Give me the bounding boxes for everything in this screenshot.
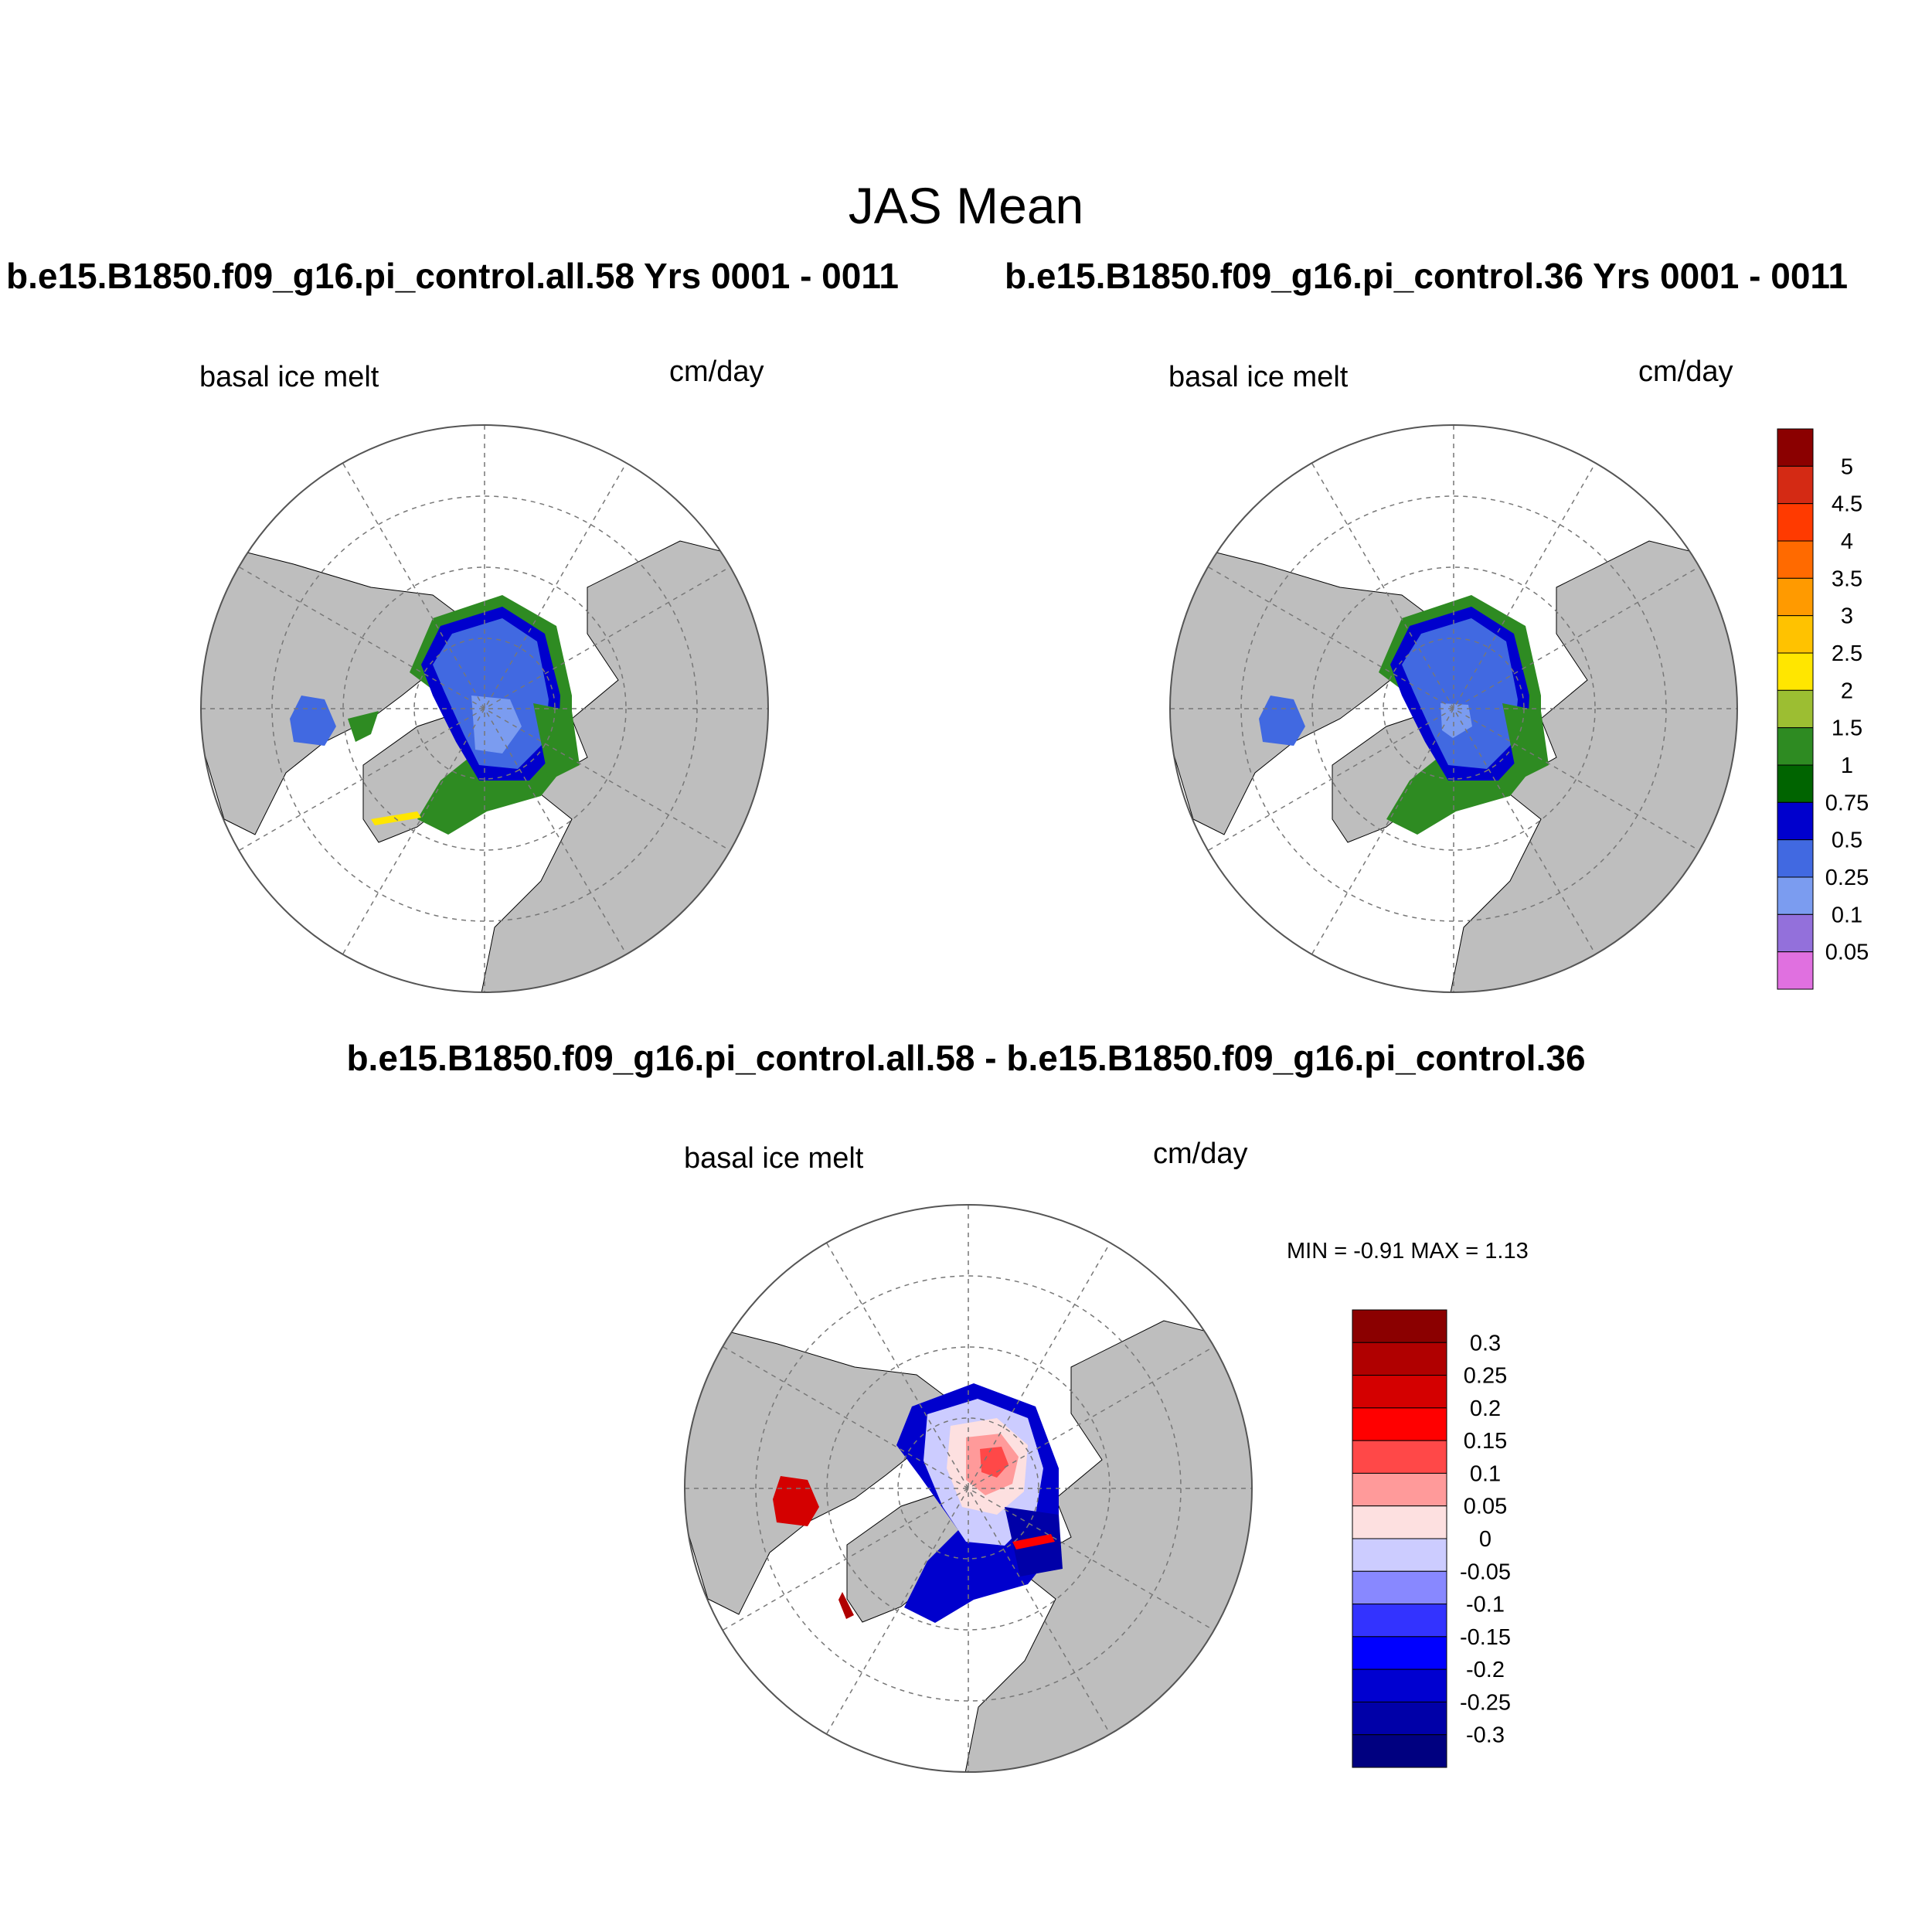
colorbar-diff-tick-label: -0.15: [1460, 1625, 1511, 1650]
colorbar-main-tick-label: 2: [1841, 679, 1853, 703]
min-max-readout: MIN = -0.91 MAX = 1.13: [1287, 1239, 1529, 1264]
colorbar-diff-tick-label: -0.3: [1466, 1723, 1505, 1748]
colorbar-diff-tick-label: -0.05: [1460, 1560, 1511, 1584]
graticule-2: [1170, 425, 1737, 992]
colorbar-main-swatch: [1777, 652, 1814, 691]
diff-red-streak: [1012, 1534, 1055, 1549]
colorbar-diff-tick-label: 0: [1479, 1527, 1492, 1552]
colorbar-diff-swatch: [1352, 1407, 1447, 1441]
panel-2-units-label: cm/day: [1638, 355, 1733, 388]
colorbar-main-swatch: [1777, 577, 1814, 617]
land-north-america: [1170, 540, 1434, 835]
colorbar-main: 5 4.5 4 3.5 3 2.5 2 1.5 1 0.75 0.5 0.25 0.1 0.05: [1777, 428, 1869, 990]
panel-3-variable-label: basal ice melt: [684, 1142, 864, 1175]
panel-1-title: b.e15.B1850.f09_g16.pi_control.all.58 Yr…: [6, 256, 899, 296]
panel-1-units-label: cm/day: [669, 355, 764, 388]
colorbar-diff-swatch: [1352, 1734, 1447, 1768]
land-north-america: [201, 540, 464, 835]
colorbar-diff-tick-label: 0.3: [1470, 1331, 1501, 1355]
colorbar-diff-swatch: [1352, 1701, 1447, 1736]
colorbar-diff-swatch: [1352, 1668, 1447, 1702]
colorbar-diff-tick-label: 0.15: [1464, 1429, 1507, 1454]
colorbar-diff-swatch: [1352, 1505, 1447, 1539]
panel-2-variable-label: basal ice melt: [1168, 361, 1349, 393]
main-title: JAS Mean: [848, 177, 1084, 234]
colorbar-main-swatch: [1777, 839, 1814, 878]
colorbar-main-swatch: [1777, 801, 1814, 841]
diff-baffin-red: [838, 1592, 854, 1619]
colorbar-diff-swatch: [1352, 1440, 1447, 1474]
colorbar-main-swatch: [1777, 465, 1814, 505]
colorbar-diff-swatch: [1352, 1309, 1447, 1343]
colorbar-difference: 0.3 0.25 0.2 0.15 0.1 0.05 0 -0.05 -0.1 -0.15 -0.2…: [1352, 1309, 1511, 1768]
ice-royal-blue: [433, 618, 549, 769]
colorbar-main-tick-label: 3: [1841, 604, 1853, 629]
diff-red-core: [980, 1447, 1009, 1478]
land-north-america: [685, 1320, 948, 1615]
colorbar-diff-swatch: [1352, 1375, 1447, 1409]
colorbar-main-tick-label: 1: [1841, 753, 1853, 778]
colorbar-main-tick-label: 5: [1841, 454, 1853, 479]
colorbar-main-tick-label: 0.75: [1825, 791, 1869, 815]
colorbar-diff-tick-label: 0.25: [1464, 1364, 1507, 1389]
colorbar-diff-swatch: [1352, 1472, 1447, 1507]
colorbar-main-swatch: [1777, 876, 1814, 915]
colorbar-diff-tick-label: 0.05: [1464, 1495, 1507, 1519]
colorbar-diff-tick-label: -0.1: [1466, 1593, 1505, 1617]
colorbar-main-swatch: [1777, 913, 1814, 953]
ice-light-blue: [1440, 703, 1472, 738]
panel-3-units-label: cm/day: [1153, 1138, 1248, 1170]
colorbar-main-tick-label: 4: [1841, 529, 1853, 554]
colorbar-diff-swatch: [1352, 1342, 1447, 1376]
colorbar-main-swatch: [1777, 727, 1814, 766]
graticule-3: [685, 1205, 1252, 1772]
ice-baffin-green: [348, 711, 379, 742]
colorbar-main-swatch: [1777, 689, 1814, 729]
colorbar-main-tick-label: 0.25: [1825, 866, 1869, 890]
ice-green-east: [533, 703, 580, 781]
colorbar-diff-tick-label: 0.2: [1470, 1396, 1501, 1421]
colorbar-diff-swatch: [1352, 1636, 1447, 1670]
ice-royal-blue: [1402, 618, 1518, 769]
panel-2-title: b.e15.B1850.f09_g16.pi_control.36 Yrs 00…: [1005, 256, 1849, 296]
colorbar-main-swatch: [1777, 951, 1814, 990]
colorbar-diff-tick-label: -0.2: [1466, 1658, 1505, 1682]
colorbar-main-tick-label: 0.1: [1832, 903, 1862, 927]
colorbar-main-tick-label: 3.5: [1832, 566, 1862, 591]
colorbar-diff-swatch: [1352, 1604, 1447, 1638]
colorbar-main-swatch: [1777, 503, 1814, 542]
colorbar-diff-tick-label: 0.1: [1470, 1461, 1501, 1486]
colorbar-main-swatch: [1777, 615, 1814, 654]
ice-green-east: [1502, 703, 1549, 781]
colorbar-diff-swatch: [1352, 1570, 1447, 1605]
colorbar-diff-tick-label: -0.25: [1460, 1690, 1511, 1715]
panel-1-variable-label: basal ice melt: [199, 361, 379, 393]
colorbar-main-tick-label: 2.5: [1832, 641, 1862, 666]
colorbar-main-tick-label: 1.5: [1832, 716, 1862, 741]
colorbar-main-swatch: [1777, 540, 1814, 579]
colorbar-main-swatch: [1777, 428, 1814, 467]
colorbar-diff-swatch: [1352, 1538, 1447, 1572]
graticule-1: [201, 425, 768, 992]
colorbar-main-swatch: [1777, 764, 1814, 803]
colorbar-main-tick-label: 0.05: [1825, 940, 1869, 965]
difference-title: b.e15.B1850.f09_g16.pi_control.all.58 - …: [346, 1038, 1586, 1078]
colorbar-main-tick-label: 0.5: [1832, 828, 1862, 853]
colorbar-main-tick-label: 4.5: [1832, 492, 1862, 517]
